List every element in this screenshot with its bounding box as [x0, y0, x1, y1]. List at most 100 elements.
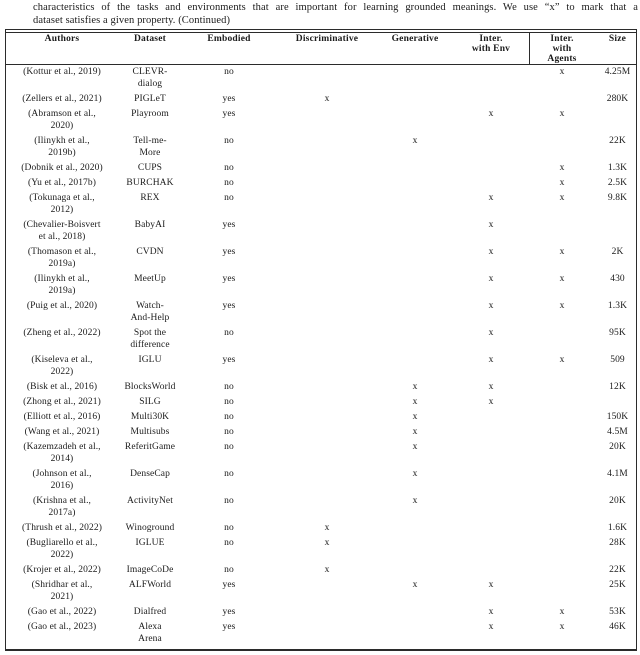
size-cell: 9.8K — [607, 192, 628, 203]
inter_agents-cell: x — [559, 162, 565, 173]
size-cell: 4.1M — [607, 468, 628, 479]
dataset-cell: CUPS — [137, 162, 163, 173]
author-cell: (Dobnik et al., 2020) — [21, 162, 103, 173]
embodied-cell: no — [224, 327, 234, 338]
inter_agents-cell — [530, 493, 594, 520]
generative-cell — [378, 217, 452, 244]
author-cell: (Bisk et al., 2016) — [26, 381, 98, 392]
author-cell: (Ilinykh et al., 2019b) — [34, 135, 90, 158]
inter_agents-cell — [530, 325, 594, 352]
table-row: (Wang et al., 2021) Multisubs no x 4.5M — [6, 424, 636, 439]
generative-cell — [378, 298, 452, 325]
discriminative-cell — [276, 439, 378, 466]
author-cell: (Kiseleva et al., 2022) — [31, 354, 93, 377]
dataset-cell: CLEVR- dialog — [132, 66, 168, 89]
author-cell: (Abramson et al., 2020) — [28, 108, 96, 131]
caption-line-2: dataset satisfies a given property. (Con… — [33, 15, 231, 26]
size-cell: 25K — [609, 579, 626, 590]
author-cell: (Zheng et al., 2022) — [23, 327, 101, 338]
inter_agents-cell: x — [559, 177, 565, 188]
size-cell: 509 — [610, 354, 625, 365]
dataset-cell: Watch- And-Help — [130, 300, 170, 323]
size-cell: 2K — [611, 246, 624, 257]
inter_env-cell: x — [488, 273, 494, 284]
inter_env-cell — [452, 175, 530, 190]
table-row: (Elliott et al., 2016) Multi30K no x 150K — [6, 409, 636, 424]
inter_env-cell: x — [488, 192, 494, 203]
embodied-cell: no — [224, 564, 234, 575]
dataset-cell: SILG — [139, 396, 161, 407]
size-cell: 20K — [609, 495, 626, 506]
embodied-cell: no — [224, 396, 234, 407]
embodied-cell: yes — [222, 606, 236, 617]
author-cell: (Wang et al., 2021) — [24, 426, 100, 437]
datasets-table: Authors Dataset Embodied Discriminative Gene… — [6, 32, 636, 646]
author-cell: (Thrush et al., 2022) — [22, 522, 102, 533]
author-cell: (Zhong et al., 2021) — [23, 396, 101, 407]
table-row: (Ilinykh et al., 2019b) Tell-me- More no x 2… — [6, 133, 636, 160]
embodied-cell: no — [224, 441, 234, 452]
embodied-cell: yes — [222, 354, 236, 365]
author-cell: (Puig et al., 2020) — [26, 300, 98, 311]
generative-cell — [378, 535, 452, 562]
inter_agents-cell — [530, 133, 594, 160]
discriminative-cell — [276, 394, 378, 409]
table-row: (Bugliarello et al., 2022) IGLUE no x 28K — [6, 535, 636, 562]
embodied-cell: yes — [222, 300, 236, 311]
inter_agents-cell — [530, 379, 594, 394]
generative-cell: x — [412, 441, 418, 452]
discriminative-cell — [276, 493, 378, 520]
inter_env-cell: x — [488, 300, 494, 311]
table-top-rule-inner — [5, 32, 637, 33]
header-cell-size: Size — [608, 34, 627, 44]
caption-line-1: characteristics of the tasks and environ… — [33, 2, 638, 13]
inter_env-cell — [452, 466, 530, 493]
dataset-cell: ALFWorld — [128, 579, 172, 590]
size-cell: 22K — [609, 135, 626, 146]
dataset-cell: CVDN — [136, 246, 164, 257]
author-cell: (Zellers et al., 2021) — [22, 93, 102, 104]
inter_agents-cell — [530, 577, 594, 604]
dataset-cell: BURCHAK — [126, 177, 174, 188]
embodied-cell: no — [224, 162, 234, 173]
table-row: (Kazemzadeh et al., 2014) ReferitGame no x 2… — [6, 439, 636, 466]
inter_env-cell — [452, 493, 530, 520]
inter_agents-cell: x — [559, 246, 565, 257]
generative-cell — [378, 604, 452, 619]
inter_env-cell: x — [488, 621, 494, 632]
author-cell: (Krishna et al., 2017a) — [32, 495, 92, 518]
datasets-table-container: Authors Dataset Embodied Discriminative Gene… — [6, 32, 636, 646]
dataset-cell: Multi30K — [130, 411, 170, 422]
discriminative-cell: x — [324, 93, 330, 104]
embodied-cell: no — [224, 495, 234, 506]
author-cell: (Thomason et al., 2019a) — [27, 246, 97, 269]
generative-cell: x — [412, 381, 418, 392]
size-cell — [594, 394, 636, 409]
inter_env-cell — [452, 439, 530, 466]
dataset-cell: Winoground — [125, 522, 175, 533]
generative-cell — [378, 520, 452, 535]
embodied-cell: yes — [222, 108, 236, 119]
generative-cell — [378, 325, 452, 352]
embodied-cell: yes — [222, 93, 236, 104]
size-cell: 150K — [606, 411, 629, 422]
dataset-cell: PIGLeT — [134, 93, 166, 104]
embodied-cell: no — [224, 537, 234, 548]
table-right-border — [636, 29, 637, 651]
header-cell-embodied: Embodied — [207, 34, 251, 44]
table-row: (Krojer et al., 2022) ImageCoDe no x 22K — [6, 562, 636, 577]
dataset-cell: DenseCap — [130, 468, 170, 479]
discriminative-cell — [276, 577, 378, 604]
table-top-rule-outer — [5, 29, 637, 30]
inter_env-cell — [452, 160, 530, 175]
generative-cell — [378, 160, 452, 175]
inter_env-cell — [452, 520, 530, 535]
size-cell — [594, 106, 636, 133]
table-row: (Kiseleva et al., 2022) IGLU yes x x 509 — [6, 352, 636, 379]
dataset-cell: Tell-me- More — [133, 135, 167, 158]
author-cell: (Shridhar et al., 2021) — [31, 579, 93, 602]
inter_env-cell: x — [488, 579, 494, 590]
table-row: (Ilinykh et al., 2019a) MeetUp yes x x 430 — [6, 271, 636, 298]
size-cell: 22K — [609, 564, 626, 575]
inter_agents-cell — [530, 439, 594, 466]
